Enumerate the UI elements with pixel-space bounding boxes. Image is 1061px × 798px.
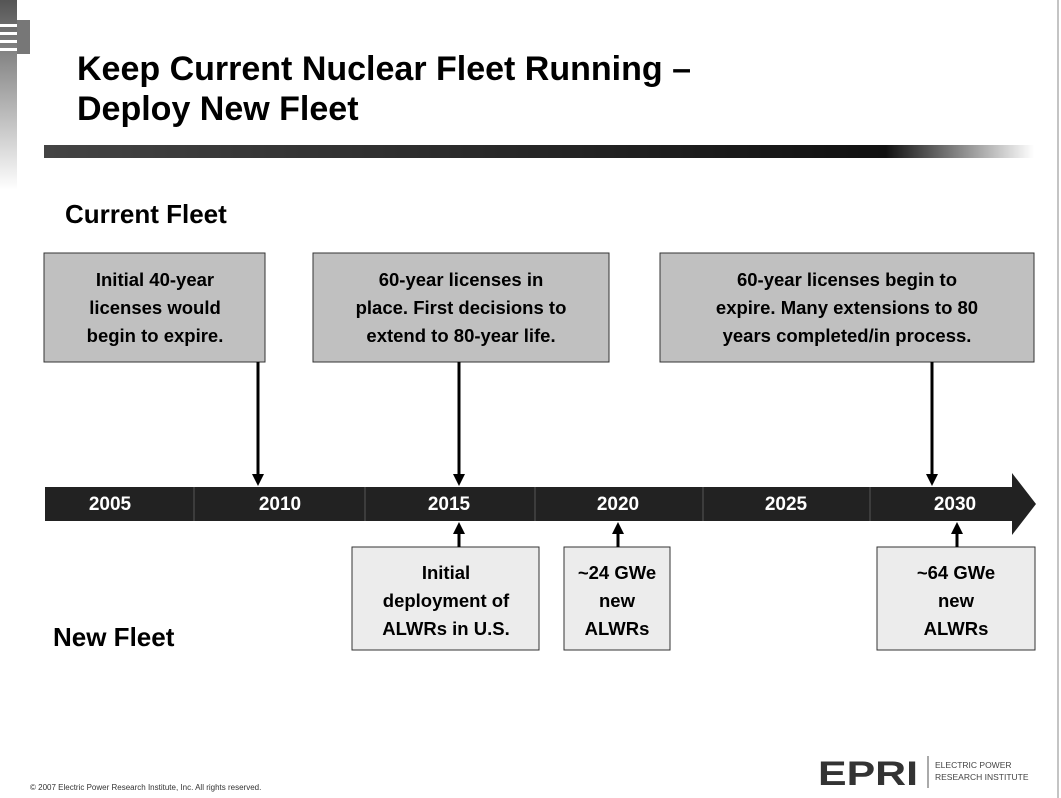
current-box (659, 252, 1035, 363)
box-text: deployment of (383, 590, 510, 611)
box-text: begin to expire. (87, 325, 224, 346)
current-box (43, 252, 266, 363)
box-text: Initial 40-year (96, 269, 214, 290)
box-text: expire. Many extensions to 80 (716, 297, 978, 318)
section-label: Current Fleet (65, 199, 227, 229)
box-text: ALWRs (585, 618, 650, 639)
box-text: new (599, 590, 636, 611)
box-text: years completed/in process. (723, 325, 972, 346)
box-text: ALWRs (924, 618, 989, 639)
box-text: new (938, 590, 975, 611)
box-text: extend to 80-year life. (366, 325, 555, 346)
box-text: place. First decisions to (356, 297, 567, 318)
box-text: licenses would (89, 297, 221, 318)
corner-stripes (0, 0, 30, 190)
box-text: ~64 GWe (917, 562, 995, 583)
title-line: Keep Current Nuclear Fleet Running – (77, 50, 691, 88)
year-label: 2015 (428, 494, 471, 515)
logo: EPRI (818, 755, 918, 793)
current-box (312, 252, 610, 363)
title-rule (44, 145, 1034, 158)
timeline (45, 473, 1036, 535)
year-label: 2010 (259, 494, 301, 515)
up-arrows (453, 522, 963, 547)
logo-text: ELECTRIC POWER (935, 760, 1012, 770)
year-label: 2005 (89, 494, 132, 515)
box-text: ~24 GWe (578, 562, 656, 583)
copyright: © 2007 Electric Power Research Institute… (30, 783, 261, 792)
box-text: ALWRs in U.S. (382, 618, 509, 639)
section-label: New Fleet (53, 622, 175, 652)
title-line: Deploy New Fleet (77, 90, 359, 128)
year-label: 2030 (934, 494, 976, 515)
box-text: 60-year licenses begin to (737, 269, 957, 290)
down-arrows (252, 362, 938, 486)
new-box (351, 546, 540, 651)
box-text: Initial (422, 562, 470, 583)
year-label: 2020 (597, 494, 639, 515)
new-box (563, 546, 671, 651)
box-text: 60-year licenses in (379, 269, 544, 290)
logo-text: RESEARCH INSTITUTE (935, 772, 1029, 782)
year-label: 2025 (765, 494, 808, 515)
